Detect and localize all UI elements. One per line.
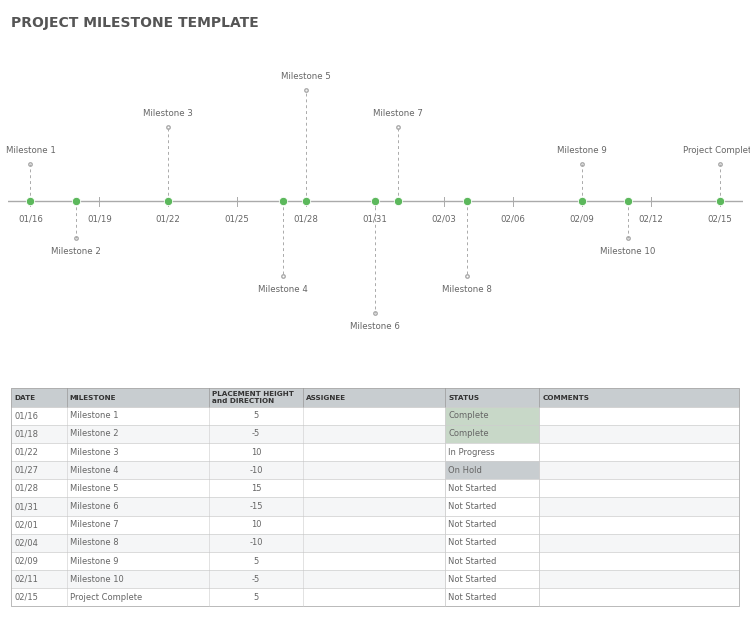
Text: Milestone 6: Milestone 6: [350, 321, 400, 331]
Text: On Hold: On Hold: [448, 465, 482, 475]
Bar: [11, 425, 739, 443]
Text: 02/01: 02/01: [14, 520, 38, 529]
Text: DATE: DATE: [14, 394, 35, 401]
Bar: [446, 534, 539, 552]
Bar: [446, 516, 539, 534]
Text: 01/31: 01/31: [14, 502, 38, 511]
Text: Milestone 4: Milestone 4: [258, 284, 308, 294]
Text: Not Started: Not Started: [448, 538, 497, 547]
Text: Not Started: Not Started: [448, 593, 497, 602]
Text: Complete: Complete: [448, 430, 489, 438]
Text: 01/19: 01/19: [87, 214, 112, 224]
Text: 01/31: 01/31: [362, 214, 388, 224]
Text: Milestone 2: Milestone 2: [52, 247, 101, 257]
Text: 15: 15: [251, 484, 261, 493]
Bar: [11, 461, 739, 479]
Text: Not Started: Not Started: [448, 502, 497, 511]
Bar: [446, 588, 539, 606]
Text: 01/22: 01/22: [14, 448, 38, 457]
Text: Milestone 9: Milestone 9: [556, 146, 607, 155]
Text: Not Started: Not Started: [448, 575, 497, 584]
Text: Milestone 9: Milestone 9: [70, 557, 118, 565]
Text: Milestone 2: Milestone 2: [70, 430, 118, 438]
Bar: [11, 406, 739, 425]
Bar: [11, 588, 739, 606]
Text: 5: 5: [254, 411, 259, 420]
Bar: [446, 406, 539, 425]
Text: Milestone 7: Milestone 7: [70, 520, 118, 529]
Text: 02/11: 02/11: [14, 575, 38, 584]
Text: 02/03: 02/03: [431, 214, 456, 224]
Text: Milestone 3: Milestone 3: [70, 448, 118, 457]
Text: 01/18: 01/18: [14, 430, 38, 438]
Text: Milestone 1: Milestone 1: [70, 411, 118, 420]
Text: 5: 5: [254, 557, 259, 565]
Text: 01/16: 01/16: [18, 214, 43, 224]
Text: -10: -10: [249, 465, 262, 475]
Text: Milestone 3: Milestone 3: [143, 109, 194, 118]
Text: -5: -5: [252, 430, 260, 438]
Bar: [11, 389, 739, 406]
Bar: [446, 443, 539, 461]
Text: 02/04: 02/04: [14, 538, 38, 547]
Bar: [446, 552, 539, 570]
Text: 10: 10: [251, 520, 261, 529]
Bar: [11, 516, 739, 534]
Bar: [11, 443, 739, 461]
Bar: [446, 461, 539, 479]
Text: 02/12: 02/12: [638, 214, 663, 224]
Text: Milestone 8: Milestone 8: [442, 284, 492, 294]
Text: Milestone 5: Milestone 5: [70, 484, 118, 493]
Text: -5: -5: [252, 575, 260, 584]
Text: Milestone 6: Milestone 6: [70, 502, 118, 511]
Bar: [11, 479, 739, 498]
Text: PROJECT MILESTONE TEMPLATE: PROJECT MILESTONE TEMPLATE: [11, 16, 259, 30]
Text: 10: 10: [251, 448, 261, 457]
Text: 01/16: 01/16: [14, 411, 38, 420]
Text: Milestone 10: Milestone 10: [600, 247, 656, 257]
Text: MILESTONE: MILESTONE: [70, 394, 116, 401]
Text: Milestone 8: Milestone 8: [70, 538, 118, 547]
Text: Not Started: Not Started: [448, 520, 497, 529]
Text: 01/28: 01/28: [14, 484, 38, 493]
Bar: [11, 552, 739, 570]
Text: ASSIGNEE: ASSIGNEE: [306, 394, 346, 401]
Text: Milestone 7: Milestone 7: [373, 109, 423, 118]
Text: 02/15: 02/15: [14, 593, 38, 602]
Bar: [446, 479, 539, 498]
Text: STATUS: STATUS: [448, 394, 479, 401]
Bar: [11, 498, 739, 516]
Text: 02/09: 02/09: [14, 557, 38, 565]
Bar: [446, 425, 539, 443]
Text: Complete: Complete: [448, 411, 489, 420]
Text: -15: -15: [249, 502, 262, 511]
Text: 5: 5: [254, 593, 259, 602]
Text: -10: -10: [249, 538, 262, 547]
Text: Project Complete: Project Complete: [70, 593, 142, 602]
Bar: [11, 534, 739, 552]
Text: 01/25: 01/25: [225, 214, 250, 224]
Text: Milestone 5: Milestone 5: [281, 72, 331, 81]
Text: Project Complete: Project Complete: [682, 146, 750, 155]
Text: PLACEMENT HEIGHT
and DIRECTION: PLACEMENT HEIGHT and DIRECTION: [212, 391, 294, 404]
Text: 01/27: 01/27: [14, 465, 38, 475]
Text: Milestone 10: Milestone 10: [70, 575, 123, 584]
Bar: [11, 570, 739, 588]
Text: 02/06: 02/06: [500, 214, 525, 224]
Text: 01/28: 01/28: [294, 214, 319, 224]
Text: COMMENTS: COMMENTS: [542, 394, 590, 401]
Bar: [446, 498, 539, 516]
Text: Milestone 1: Milestone 1: [5, 146, 55, 155]
Text: In Progress: In Progress: [448, 448, 495, 457]
Text: 02/15: 02/15: [707, 214, 732, 224]
Text: Not Started: Not Started: [448, 557, 497, 565]
Text: Not Started: Not Started: [448, 484, 497, 493]
Bar: [446, 570, 539, 588]
Text: Milestone 4: Milestone 4: [70, 465, 118, 475]
Text: 01/22: 01/22: [156, 214, 181, 224]
Text: 02/09: 02/09: [569, 214, 594, 224]
